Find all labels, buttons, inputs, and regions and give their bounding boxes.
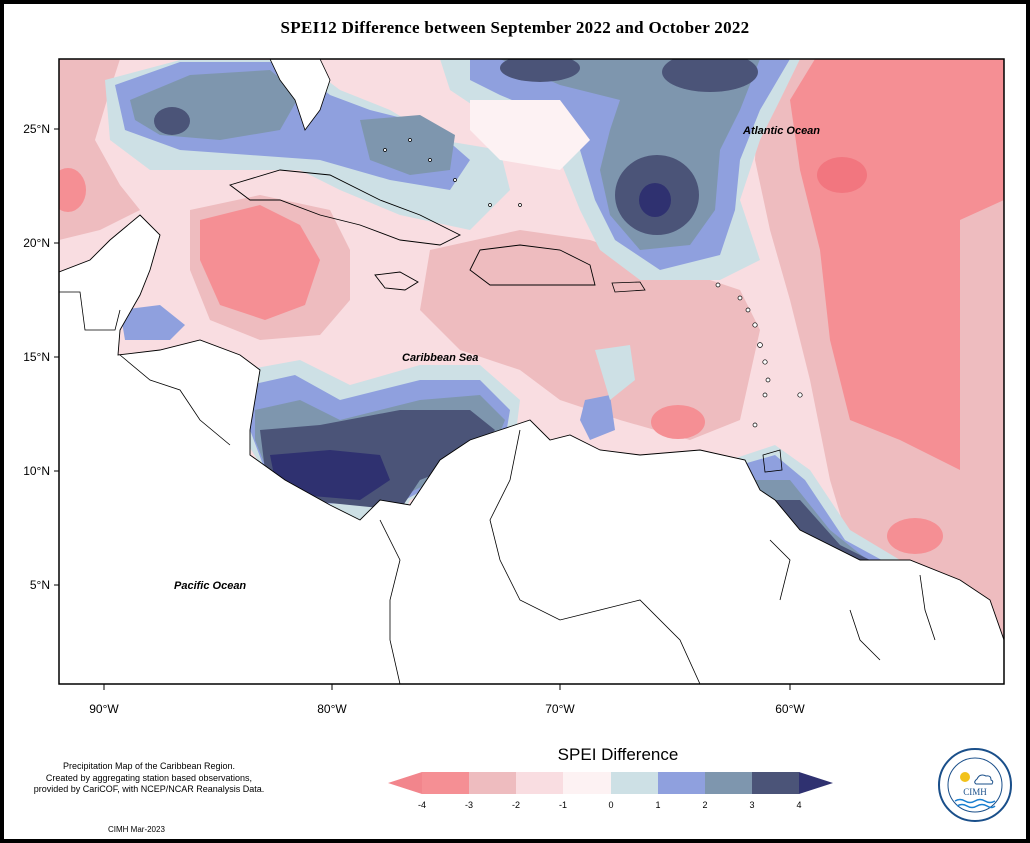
field-scarib-plus4	[270, 450, 390, 500]
field-nw-minus4	[59, 168, 86, 212]
spei-field	[59, 59, 1004, 684]
map-title: SPEI12 Difference between September 2022…	[280, 18, 750, 37]
label-atlantic-ocean: Atlantic Ocean	[742, 125, 820, 137]
wave-icon	[954, 798, 996, 804]
legend-bin-7	[705, 772, 752, 794]
land-central-south-america	[59, 214, 1004, 684]
field-natl-minus1	[470, 100, 590, 170]
land-hispaniola	[469, 244, 596, 286]
land-jamaica	[374, 271, 419, 291]
lat-tick-10: 10°N	[23, 464, 50, 478]
credit-text: Precipitation Map of the Caribbean Regio…	[8, 761, 290, 796]
legend-bin-2	[469, 772, 516, 794]
field-natl-plus4	[639, 183, 671, 217]
legend-bin-6	[658, 772, 705, 794]
field-abc-plus1	[580, 395, 615, 440]
field-hond-plus1	[120, 305, 185, 340]
legend-title: SPEI Difference	[557, 745, 679, 764]
field-abc-zero	[595, 345, 635, 400]
border-colombia-west	[379, 519, 401, 684]
legend-arrow-left	[388, 772, 422, 794]
lon-tick-70: 70°W	[545, 702, 575, 716]
legend-tick: 3	[749, 800, 754, 810]
cloud-icon	[974, 774, 994, 785]
border-french-guiana	[919, 574, 936, 641]
footer-date: CIMH Mar-2023	[108, 825, 165, 834]
land-puerto-rico	[611, 281, 646, 293]
land-trinidad	[762, 449, 783, 473]
legend-tick: 2	[702, 800, 707, 810]
label-caribbean-sea: Caribbean Sea	[402, 352, 478, 364]
land-cuba	[229, 169, 462, 246]
credit-line-2: Created by aggregating station based obs…	[45, 772, 253, 783]
legend-tick: -2	[512, 800, 520, 810]
legend-bin-5	[611, 772, 658, 794]
lat-tick-25: 25°N	[23, 122, 50, 136]
legend-bin-8	[752, 772, 799, 794]
legend-bin-3	[516, 772, 563, 794]
legend-colorbar	[388, 772, 833, 794]
credit-line-3: provided by CariCOF, with NCEP/NCAR Rean…	[33, 784, 265, 794]
label-pacific-ocean: Pacific Ocean	[174, 580, 246, 592]
legend-bin-4	[563, 772, 611, 794]
lat-tick-20: 20°N	[23, 236, 50, 250]
lat-tick-15: 15°N	[23, 350, 50, 364]
land-lesser-antilles	[383, 138, 803, 428]
field-se-minus4	[887, 518, 943, 554]
axis-ticks	[54, 128, 791, 690]
cimh-logo: CIMH	[938, 748, 1012, 822]
field-gulf-plus3	[154, 107, 190, 135]
field-natl-plus3b	[662, 59, 758, 92]
field-ccarib-minus4	[651, 405, 705, 439]
wave-icon	[956, 803, 996, 809]
credit-line-1: Precipitation Map of the Caribbean Regio…	[62, 761, 236, 771]
legend-tick: 4	[796, 800, 801, 810]
border-colombia-venezuela	[489, 429, 701, 684]
legend-tick: -1	[559, 800, 567, 810]
border-central-america	[119, 354, 231, 446]
logo-abbr: CIMH	[963, 787, 987, 797]
lon-tick-90: 90°W	[89, 702, 119, 716]
field-east-minus4b	[817, 157, 867, 193]
legend-tick: -3	[465, 800, 473, 810]
border-suriname	[849, 609, 881, 661]
sun-icon	[960, 772, 970, 782]
map-border	[58, 58, 1005, 685]
field-wcarib-minus4	[200, 205, 320, 320]
lon-tick-80: 80°W	[317, 702, 347, 716]
lat-tick-5: 5°N	[30, 578, 50, 592]
land-florida	[269, 59, 331, 131]
legend-arrow-right	[799, 772, 833, 794]
field-natl-plus3a	[500, 59, 580, 82]
legend-bin-1	[422, 772, 469, 794]
legend-tick: 0	[608, 800, 613, 810]
border-guatemala-mexico	[59, 291, 121, 331]
legend-tick: 1	[655, 800, 660, 810]
lon-tick-60: 60°W	[775, 702, 805, 716]
field-ccarib-minus3	[420, 230, 760, 440]
border-guyana	[769, 539, 791, 601]
legend-tick: -4	[418, 800, 426, 810]
